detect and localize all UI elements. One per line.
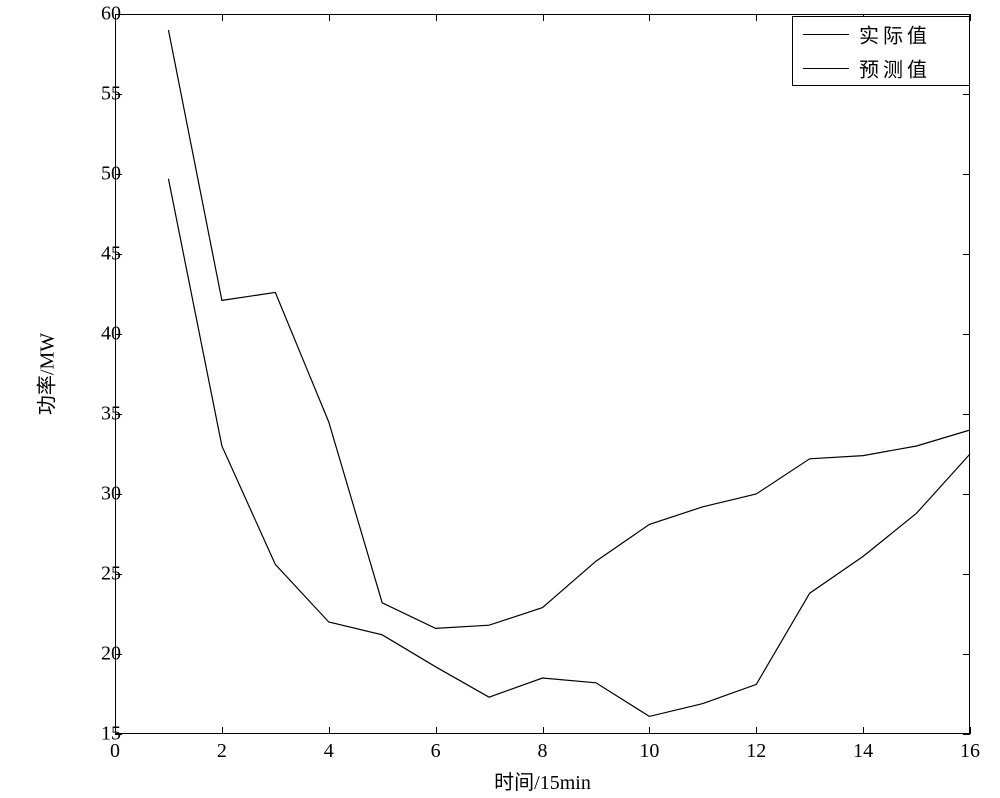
y-tick-label: 25 xyxy=(101,563,103,586)
x-tick-label: 16 xyxy=(960,740,980,763)
legend-label: 预测值 xyxy=(859,54,931,83)
x-axis-label: 时间/15min xyxy=(494,766,591,795)
x-tick-label: 2 xyxy=(217,740,227,763)
x-tick-label: 10 xyxy=(639,740,659,763)
y-tick-label: 20 xyxy=(101,643,103,666)
plot-area: 024681012141615202530354045505560时间/15mi… xyxy=(115,14,970,734)
x-tick-label: 12 xyxy=(746,740,766,763)
legend-swatch xyxy=(803,34,849,35)
legend: 实际值预测值 xyxy=(792,16,970,86)
y-tick-label: 15 xyxy=(101,723,103,746)
y-tick-label: 60 xyxy=(101,3,103,26)
x-tick-label: 6 xyxy=(431,740,441,763)
series-predicted xyxy=(168,30,970,628)
x-tick xyxy=(970,727,971,734)
x-tick-top xyxy=(970,14,971,21)
x-tick-label: 14 xyxy=(853,740,873,763)
figure: 024681012141615202530354045505560时间/15mi… xyxy=(0,0,1000,798)
legend-swatch xyxy=(803,68,849,69)
x-tick-label: 4 xyxy=(324,740,334,763)
y-tick-label: 35 xyxy=(101,403,103,426)
y-axis-label: 功率/MW xyxy=(31,333,60,415)
series-layer xyxy=(115,14,970,734)
series-actual xyxy=(168,179,970,717)
y-tick-label: 45 xyxy=(101,243,103,266)
y-tick-right xyxy=(963,734,970,735)
y-tick-label: 55 xyxy=(101,83,103,106)
y-tick-label: 30 xyxy=(101,483,103,506)
x-tick-label: 8 xyxy=(538,740,548,763)
y-tick-label: 50 xyxy=(101,163,103,186)
y-tick-label: 40 xyxy=(101,323,103,346)
legend-label: 实际值 xyxy=(859,20,931,49)
